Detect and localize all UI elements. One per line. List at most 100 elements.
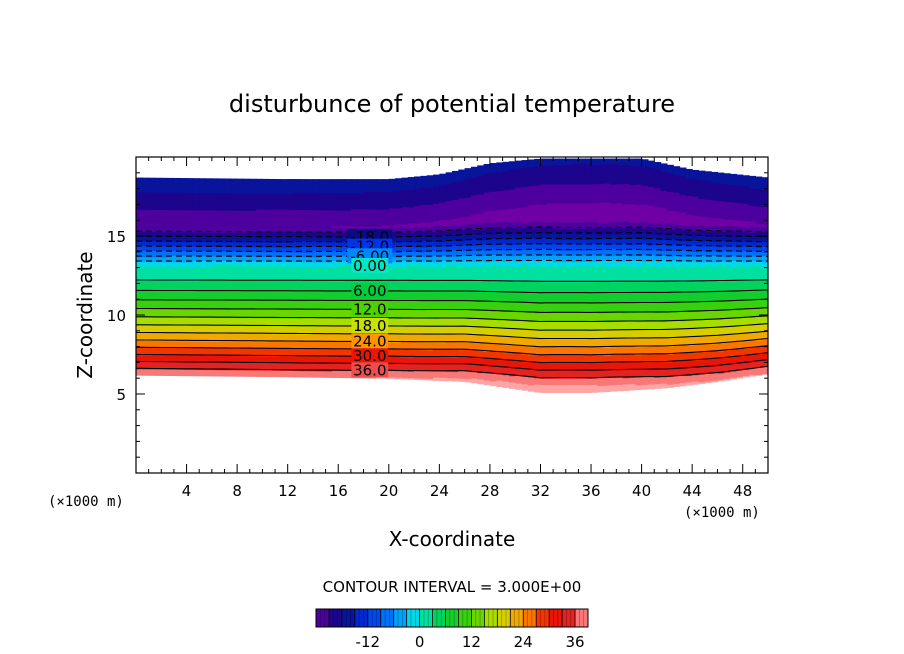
field-cell: [344, 312, 352, 315]
field-cell: [230, 334, 238, 338]
field-cell: [211, 347, 219, 350]
field-cell: [192, 295, 200, 298]
field-cell: [262, 213, 270, 216]
field-cell: [167, 245, 175, 249]
field-cell: [199, 247, 207, 250]
field-cell: [218, 347, 226, 350]
field-cell: [249, 317, 257, 320]
field-cell: [167, 239, 175, 242]
field-cell: [331, 371, 339, 374]
field-cell: [243, 360, 251, 363]
field-cell: [312, 335, 320, 339]
field-cell: [287, 311, 295, 315]
field-cell: [173, 323, 181, 326]
field-cell: [256, 208, 263, 212]
field-cell: [344, 303, 352, 306]
field-cell: [243, 352, 251, 355]
field-cell: [224, 238, 232, 241]
field-cell: [136, 371, 143, 375]
field-cell: [319, 228, 327, 231]
field-cell: [154, 239, 162, 242]
field-cell: [363, 185, 371, 188]
field-cell: [205, 220, 213, 224]
field-cell: [369, 200, 377, 204]
field-cell: [306, 264, 314, 267]
field-cell: [287, 335, 295, 338]
field-cell: [338, 353, 346, 356]
field-cell: [148, 337, 156, 340]
field-cell: [249, 267, 257, 270]
field-cell: [180, 354, 188, 358]
field-cell: [331, 184, 339, 187]
field-cell: [230, 281, 238, 284]
field-cell: [275, 360, 282, 363]
field-cell: [230, 240, 238, 243]
field-cell: [237, 284, 245, 287]
field-cell: [205, 217, 213, 220]
field-cell: [281, 186, 289, 190]
field-cell: [312, 375, 320, 378]
field-cell: [199, 334, 207, 337]
field-cell: [319, 225, 327, 228]
field-cell: [154, 242, 162, 245]
field-cell: [294, 294, 301, 297]
field-cell: [154, 313, 162, 316]
field-cell: [136, 294, 143, 297]
field-cell: [262, 346, 270, 349]
field-cell: [192, 228, 200, 231]
field-cell: [167, 365, 175, 369]
field-cell: [249, 365, 257, 368]
field-cell: [294, 319, 301, 323]
field-cell: [192, 301, 200, 304]
field-cell: [287, 330, 295, 334]
field-cell: [357, 189, 365, 192]
field-cell: [136, 354, 143, 357]
field-cell: [300, 253, 308, 256]
field-cell: [256, 358, 263, 362]
field-cell: [173, 225, 181, 228]
field-cell: [363, 191, 371, 194]
field-cell: [167, 275, 175, 279]
field-cell: [218, 203, 226, 206]
field-cell: [224, 257, 232, 260]
field-cell: [230, 259, 238, 262]
field-cell: [136, 236, 143, 239]
field-cell: [180, 206, 188, 209]
field-cell: [256, 300, 263, 303]
field-cell: [338, 208, 346, 211]
field-cell: [142, 291, 150, 294]
field-cell: [281, 188, 289, 191]
field-cell: [142, 229, 150, 232]
field-cell: [180, 250, 188, 253]
field-cell: [205, 366, 213, 369]
field-cell: [243, 295, 251, 298]
field-cell: [306, 283, 314, 286]
field-cell: [218, 319, 226, 322]
field-cell: [199, 201, 207, 205]
field-cell: [211, 260, 219, 263]
field-cell: [287, 351, 295, 354]
field-cell: [180, 347, 188, 350]
field-cell: [262, 202, 270, 205]
field-cell: [306, 342, 314, 345]
field-cell: [287, 194, 295, 198]
field-cell: [281, 224, 289, 228]
field-cell: [136, 364, 143, 367]
field-cell: [199, 208, 207, 211]
field-cell: [262, 224, 270, 227]
field-cell: [319, 339, 327, 342]
field-cell: [319, 203, 327, 206]
field-cell: [331, 220, 339, 224]
field-cell: [224, 236, 232, 240]
field-cell: [331, 265, 339, 268]
field-cell: [142, 179, 150, 182]
field-cell: [218, 189, 226, 192]
field-cell: [256, 325, 263, 328]
field-cell: [218, 281, 226, 284]
field-cell: [350, 184, 358, 188]
field-cell: [136, 318, 143, 321]
field-cell: [148, 300, 156, 304]
field-cell: [382, 223, 390, 226]
field-cell: [338, 356, 346, 360]
field-cell: [237, 196, 245, 199]
